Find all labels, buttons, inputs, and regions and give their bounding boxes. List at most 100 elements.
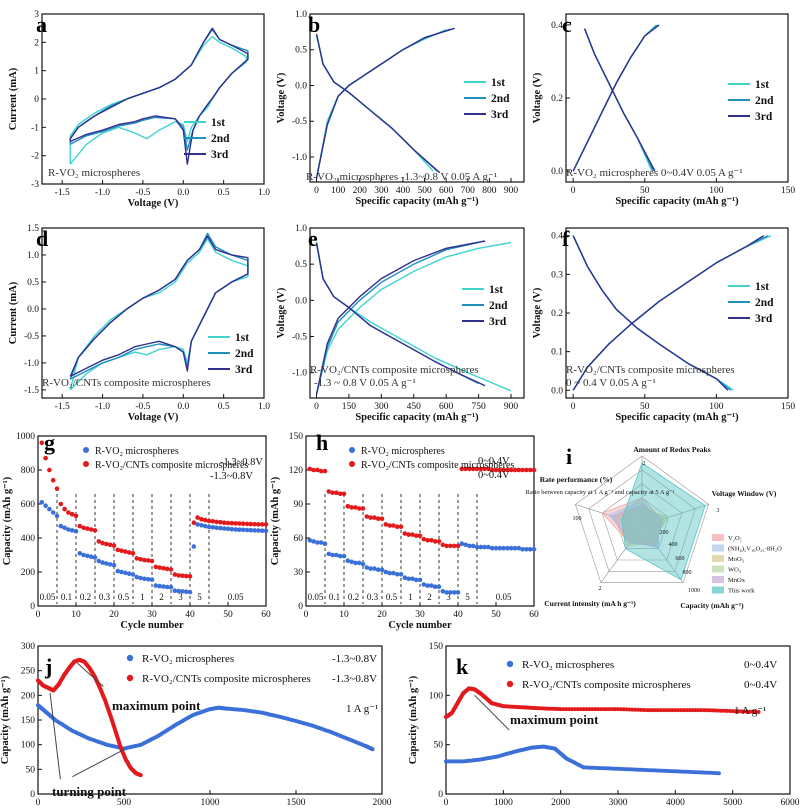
data-point bbox=[54, 486, 60, 492]
radar-polygon-MnOx bbox=[611, 504, 663, 547]
data-point bbox=[311, 539, 316, 544]
data-point bbox=[394, 524, 400, 529]
data-point bbox=[413, 577, 419, 583]
y-tick-label: 600 bbox=[21, 500, 36, 510]
data-point bbox=[372, 566, 377, 571]
x-tick-label: 100 bbox=[331, 186, 346, 196]
data-point bbox=[115, 547, 121, 553]
data-point bbox=[467, 543, 472, 549]
data-point bbox=[145, 577, 151, 582]
data-point bbox=[387, 570, 392, 576]
data-point bbox=[716, 708, 721, 713]
data-point bbox=[673, 708, 678, 713]
y-tick-label: 150 bbox=[429, 642, 444, 652]
y-tick-label: 1000 bbox=[16, 432, 35, 442]
x-tick-label: -1.5 bbox=[55, 188, 70, 198]
radar-legend-swatch bbox=[712, 534, 724, 541]
data-point bbox=[199, 517, 204, 522]
legend-marker-0 bbox=[349, 447, 355, 453]
data-point bbox=[524, 547, 529, 552]
y-tick-label: 400 bbox=[21, 534, 36, 544]
data-point bbox=[527, 547, 533, 552]
series-line-1st bbox=[315, 29, 447, 179]
data-point bbox=[360, 561, 366, 567]
data-point bbox=[497, 467, 503, 473]
rate-label: 0.2 bbox=[348, 592, 359, 602]
data-point bbox=[497, 545, 503, 551]
data-point bbox=[368, 566, 373, 571]
data-point bbox=[459, 541, 465, 546]
y-tick-label: 0.0 bbox=[27, 305, 39, 315]
data-point bbox=[745, 709, 749, 714]
radar-scale-label: 1000 bbox=[688, 588, 700, 594]
legend-label-3rd: 3rd bbox=[211, 149, 229, 161]
data-point bbox=[470, 466, 476, 472]
data-point bbox=[206, 524, 212, 530]
legend-label-1: R-VO₂/CNTs composite microspheres bbox=[95, 460, 248, 471]
data-point bbox=[237, 521, 242, 526]
data-point bbox=[478, 466, 484, 472]
data-point bbox=[195, 515, 200, 520]
rate-label: 2 bbox=[159, 592, 164, 602]
chart-k: 0100020003000400050006000050100150Cycle … bbox=[408, 642, 800, 808]
data-point bbox=[341, 491, 347, 497]
data-point bbox=[736, 709, 741, 714]
y-tick-label: -1 bbox=[31, 123, 39, 133]
legend-label-2nd: 2nd bbox=[755, 297, 774, 309]
data-point bbox=[604, 707, 609, 712]
rate-label: 0.05 bbox=[496, 592, 512, 602]
series-line-3rd bbox=[315, 240, 486, 395]
y-tick-label: 1 bbox=[34, 67, 39, 77]
x-tick-label: 1.0 bbox=[258, 188, 270, 198]
x-tick-label: 750 bbox=[471, 402, 486, 412]
radar-spoke bbox=[641, 504, 709, 527]
legend-label-2nd: 2nd bbox=[491, 93, 510, 105]
x-tick-label: 0 bbox=[571, 402, 576, 412]
data-point bbox=[364, 565, 370, 570]
data-point bbox=[616, 707, 620, 712]
data-point bbox=[375, 516, 381, 521]
data-point bbox=[244, 521, 250, 527]
radar-scale-label: 3 bbox=[717, 508, 720, 514]
legend-marker-0 bbox=[126, 654, 134, 662]
data-point bbox=[218, 519, 223, 525]
radar-scale-label: 800 bbox=[683, 570, 692, 576]
y-tick-label: 800 bbox=[21, 466, 36, 476]
x-tick-label: 1.0 bbox=[258, 402, 270, 412]
data-point bbox=[739, 709, 744, 714]
chart-b: 0 100 200 300 400 500 600 700 800 900 -1.0 -0.5 0.0 0… bbox=[276, 10, 525, 207]
data-point bbox=[505, 545, 510, 551]
data-point bbox=[719, 708, 724, 713]
radar-scale-label: 600 bbox=[676, 556, 685, 562]
data-point bbox=[252, 528, 257, 533]
x-tick-label: 600 bbox=[439, 186, 454, 196]
data-point bbox=[661, 708, 666, 713]
data-point bbox=[221, 520, 227, 525]
panel-k-rate: 1 A g⁻¹ bbox=[734, 705, 766, 717]
panel-a-annotation: R-VO₂ microspheres bbox=[48, 167, 140, 179]
y-tick-label: 0.4 bbox=[551, 232, 563, 242]
series-line-3rd bbox=[572, 235, 765, 391]
data-point bbox=[142, 557, 147, 563]
x-tick-label: -0.5 bbox=[135, 402, 150, 412]
data-point bbox=[334, 552, 339, 558]
x-tick-label: 400 bbox=[396, 186, 411, 196]
chart-j: 0500100015002000050100150200250300Cycle … bbox=[0, 642, 392, 808]
radar-polygon-This work bbox=[621, 462, 706, 581]
panel-letter-g: g bbox=[44, 430, 55, 455]
data-point bbox=[436, 584, 442, 589]
data-point bbox=[341, 553, 347, 559]
data-point bbox=[259, 522, 265, 527]
data-point bbox=[318, 468, 324, 474]
y-tick-label: 0 bbox=[438, 790, 443, 800]
radar-spoke bbox=[641, 525, 684, 583]
x-tick-label: 3000 bbox=[609, 798, 628, 808]
data-point bbox=[704, 708, 709, 713]
data-point bbox=[448, 543, 453, 549]
data-point bbox=[722, 708, 727, 713]
legend-marker-0 bbox=[506, 660, 514, 668]
data-point bbox=[43, 455, 48, 461]
data-point bbox=[676, 708, 681, 713]
legend-marker-1 bbox=[126, 674, 134, 682]
data-point bbox=[508, 467, 514, 473]
